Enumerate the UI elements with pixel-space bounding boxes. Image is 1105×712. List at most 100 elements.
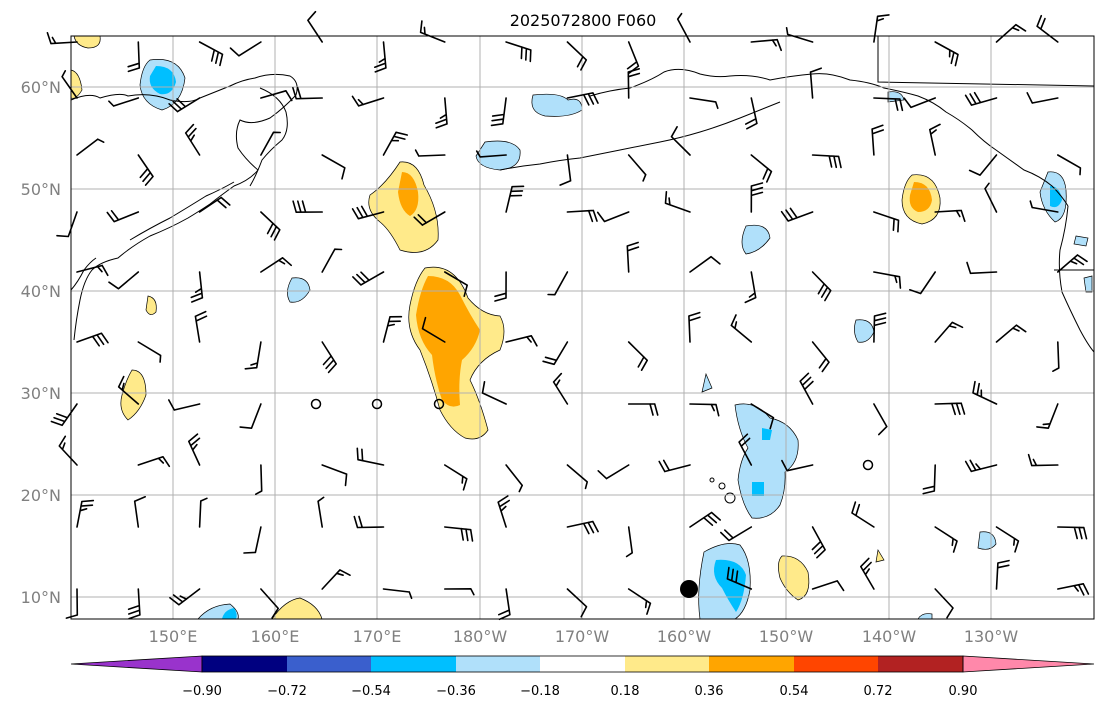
wind-barb — [799, 372, 814, 405]
longitude-labels: 150°E 160°E 170°E 180°W 170°W 160°W 150°… — [149, 627, 1019, 646]
wind-barb — [292, 200, 323, 213]
wind-barb — [750, 154, 773, 183]
wind-barb — [137, 341, 162, 363]
wind-barb — [243, 526, 262, 554]
wind-barb — [255, 464, 263, 495]
wind-barb — [781, 459, 814, 472]
wind-barb — [720, 526, 753, 542]
wind-barb — [351, 95, 385, 107]
strong-positive-anomaly-region — [398, 172, 419, 216]
wind-barb — [597, 464, 630, 480]
wind-barb — [995, 324, 1027, 343]
lon-label: 160°E — [251, 627, 300, 646]
wind-barb — [190, 271, 204, 303]
wind-barb — [382, 315, 403, 343]
wind-barb — [964, 91, 998, 106]
storm-center-marker — [680, 580, 698, 598]
wind-barb — [137, 456, 171, 468]
wind-barb — [972, 380, 998, 405]
wind-barb — [934, 588, 954, 619]
wind-barb — [750, 182, 764, 213]
wind-barb — [873, 211, 900, 233]
wind-barb — [811, 154, 842, 169]
wind-barb — [811, 526, 826, 559]
wind-barb — [995, 23, 1027, 43]
anomaly-contours — [70, 35, 1093, 620]
wind-barb — [627, 68, 641, 99]
wind-barb — [421, 316, 446, 343]
wind-barb — [65, 588, 79, 619]
wind-barb — [413, 211, 446, 226]
wind-barb — [566, 209, 598, 223]
wind-barb — [689, 255, 721, 273]
wind-barb — [351, 205, 385, 220]
wind-barb — [689, 403, 720, 417]
wind-barb — [738, 433, 753, 466]
wind-barb — [229, 41, 262, 57]
wind-barb — [356, 447, 385, 466]
wind-barb — [481, 381, 507, 405]
wind-barb — [108, 97, 140, 107]
wind-barb — [744, 271, 757, 304]
wind-barb — [566, 41, 588, 71]
canada-border — [877, 36, 1095, 87]
wind-barb — [726, 566, 753, 590]
wind-barb — [934, 526, 958, 553]
wind-barb — [61, 70, 78, 99]
strong-negative-anomaly-region — [222, 608, 237, 619]
colorbar-tick: −0.36 — [436, 684, 476, 699]
lon-label: 130°W — [964, 627, 1019, 646]
colorbar-segment — [794, 656, 878, 672]
wind-barb — [811, 341, 830, 373]
wind-barb — [127, 588, 141, 620]
lat-label: 50°N — [21, 180, 61, 199]
wind-barb — [505, 464, 523, 493]
wind-barb — [260, 90, 293, 102]
wind-barb — [168, 399, 201, 411]
wind-barb — [444, 588, 475, 596]
wind-barb — [809, 67, 822, 99]
wind-barb — [1057, 154, 1082, 176]
wind-barb — [627, 403, 659, 416]
wind-barb — [168, 97, 201, 113]
wind-barb — [133, 496, 146, 528]
kamchatka-coastline — [249, 87, 288, 187]
wind-barb — [127, 41, 141, 73]
wind-barb — [198, 41, 224, 67]
calm-wind-marker — [862, 459, 874, 471]
wind-barb — [909, 271, 936, 295]
colorbar-segment — [287, 656, 371, 672]
wind-barb — [169, 588, 201, 606]
wind-barb — [922, 464, 936, 495]
colorbar-segment — [202, 656, 287, 672]
wind-barb — [444, 271, 468, 297]
negative-anomaly-region — [741, 224, 771, 255]
wind-barb — [750, 403, 775, 430]
colorbar-tick: 0.54 — [780, 684, 809, 699]
wind-barb — [750, 38, 782, 52]
wind-barb — [626, 241, 640, 273]
wind-barb — [239, 403, 262, 429]
wind-barb — [260, 131, 281, 156]
wind-barb — [260, 257, 292, 273]
colorbar-segment — [625, 656, 709, 672]
calm-wind-marker — [310, 398, 322, 410]
wind-barb — [374, 41, 387, 73]
colorbar-tick: −0.90 — [182, 684, 222, 699]
wind-barb — [688, 311, 701, 343]
wind-barb — [968, 154, 998, 176]
wind-barb — [873, 97, 904, 112]
wind-barb — [964, 459, 998, 473]
wind-barb — [730, 314, 753, 343]
wind-barb — [1027, 453, 1059, 467]
wind-barb — [444, 526, 474, 542]
calm-wind-marker — [371, 398, 383, 410]
na-west-coastline — [1058, 205, 1095, 353]
wind-barb — [382, 131, 408, 156]
wind-barb — [966, 261, 998, 275]
colorbar-segment — [371, 656, 456, 672]
wind-barb — [307, 10, 323, 43]
wind-barb — [292, 86, 323, 100]
colorbar-tick: 0.90 — [949, 684, 978, 699]
